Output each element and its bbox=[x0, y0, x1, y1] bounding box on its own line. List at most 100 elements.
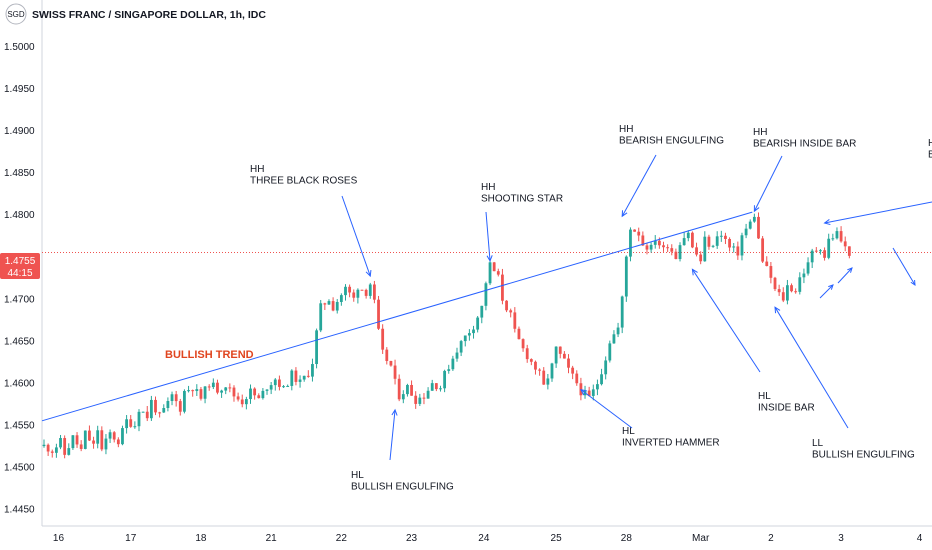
annotation-arrowhead bbox=[579, 388, 587, 396]
annotation-label: BEARISH ENGULFING bbox=[619, 136, 724, 147]
candle-body bbox=[562, 353, 566, 359]
candle-body bbox=[393, 365, 397, 379]
candle-body bbox=[847, 246, 851, 256]
time-tick-label: Mar bbox=[692, 533, 710, 544]
candle-body bbox=[327, 301, 331, 305]
candle-body bbox=[773, 277, 777, 290]
candle-body bbox=[488, 262, 492, 284]
candle-body bbox=[781, 292, 785, 301]
candle-body bbox=[331, 301, 335, 311]
candle-body bbox=[211, 382, 215, 388]
candle-body bbox=[290, 370, 294, 386]
candle-body bbox=[798, 277, 802, 292]
candle-body bbox=[302, 375, 306, 380]
candle-body bbox=[145, 411, 149, 419]
candle-body bbox=[311, 364, 314, 377]
candle-body bbox=[141, 411, 145, 413]
annotation-arrowhead bbox=[691, 268, 698, 276]
candle-body bbox=[92, 440, 95, 444]
candle-body bbox=[50, 451, 54, 453]
candle-body bbox=[360, 289, 364, 291]
candle-body bbox=[352, 292, 356, 298]
candle-body bbox=[476, 317, 480, 330]
candle-body bbox=[657, 240, 661, 246]
candle-body bbox=[439, 388, 442, 390]
candle-body bbox=[426, 390, 430, 399]
candle-body bbox=[298, 379, 302, 382]
candle-body bbox=[649, 244, 653, 250]
candle-body bbox=[600, 374, 603, 385]
annotation-arrowhead bbox=[391, 408, 398, 416]
candle-body bbox=[728, 238, 731, 248]
last-price-value: 1.4755 bbox=[5, 256, 36, 267]
annotation-arrowhead bbox=[486, 255, 493, 263]
time-tick-label: 4 bbox=[917, 533, 923, 544]
candle-body bbox=[587, 390, 591, 396]
candle-body bbox=[100, 430, 104, 450]
candle-body bbox=[249, 388, 252, 400]
candle-body bbox=[484, 283, 488, 306]
candle-body bbox=[666, 247, 670, 249]
candle-body bbox=[653, 240, 657, 245]
candle-body bbox=[67, 448, 71, 455]
candle-body bbox=[740, 235, 744, 256]
candle-body bbox=[306, 375, 310, 377]
candle-body bbox=[397, 378, 401, 400]
candle-body bbox=[207, 386, 211, 388]
candle-body bbox=[418, 397, 422, 404]
candle-body bbox=[401, 394, 405, 400]
candle-body bbox=[455, 352, 459, 359]
candle-body bbox=[823, 250, 826, 258]
candle-body bbox=[294, 370, 298, 382]
time-axis[interactable]: 16 17 18 21 22 23 24 25 28 Mar 2 3 4 bbox=[53, 533, 923, 544]
candle-body bbox=[637, 231, 641, 236]
candle-body bbox=[662, 245, 665, 248]
candle-body bbox=[191, 390, 195, 392]
annotation-label: HH bbox=[250, 164, 264, 175]
annotation-label: HL bbox=[758, 391, 771, 402]
candle-body bbox=[116, 439, 120, 445]
annotation-arrowhead bbox=[753, 205, 760, 213]
candle-body bbox=[170, 394, 174, 402]
price-tick-label: 1.5000 bbox=[4, 42, 35, 53]
candle-body bbox=[154, 399, 157, 413]
annotation-label: BULLISH ENGULFING bbox=[812, 450, 915, 461]
candle-body bbox=[96, 430, 100, 444]
candle-body bbox=[567, 358, 570, 368]
candle-body bbox=[472, 329, 475, 334]
swing-arrow bbox=[892, 247, 916, 286]
candle-body bbox=[71, 435, 75, 449]
annotation-label: BEARISH INSIDE BAR bbox=[753, 139, 856, 150]
candle-body bbox=[149, 399, 153, 419]
candle-body bbox=[505, 300, 508, 311]
candle-body bbox=[707, 236, 711, 247]
candle-body bbox=[364, 289, 368, 296]
time-tick-label: 3 bbox=[838, 533, 844, 544]
candle-body bbox=[529, 359, 533, 362]
candle-body bbox=[178, 401, 182, 412]
candle-body bbox=[686, 232, 690, 239]
candle-body bbox=[253, 388, 257, 396]
candle-body bbox=[315, 330, 318, 365]
candle-body bbox=[695, 247, 698, 255]
last-price-countdown: 44:15 bbox=[7, 268, 32, 279]
candle-body bbox=[629, 229, 632, 257]
candle-body bbox=[463, 335, 467, 342]
candle-body bbox=[414, 395, 418, 404]
annotation-label: HL bbox=[351, 470, 364, 481]
candle-body bbox=[744, 228, 748, 236]
candle-body bbox=[558, 346, 562, 354]
candle-body bbox=[839, 231, 843, 242]
candle-body bbox=[265, 389, 269, 391]
trendline[interactable] bbox=[41, 211, 753, 422]
currency-badge-text: SGD bbox=[7, 10, 25, 19]
candle-body bbox=[269, 385, 273, 390]
annotation-label: HH bbox=[619, 124, 633, 135]
candle-body bbox=[344, 286, 347, 296]
candle-body bbox=[554, 346, 558, 364]
candle-body bbox=[612, 334, 616, 344]
candle-body bbox=[75, 435, 79, 445]
candle-body bbox=[183, 390, 186, 412]
candle-body bbox=[244, 399, 248, 405]
